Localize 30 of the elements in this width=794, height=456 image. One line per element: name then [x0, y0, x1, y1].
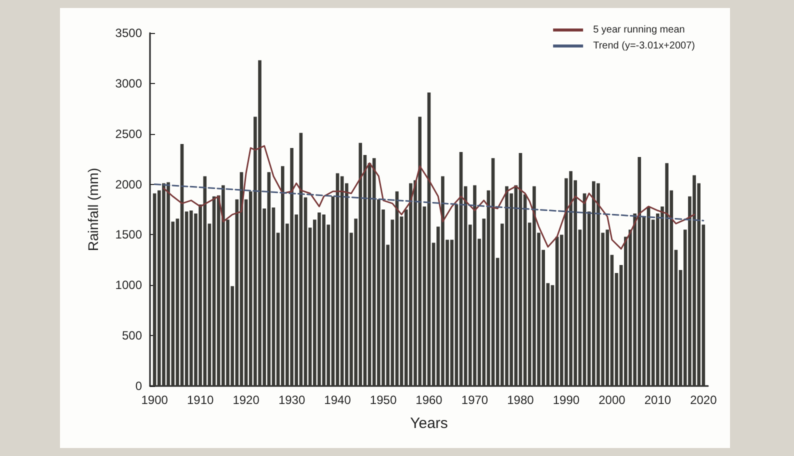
bar	[180, 144, 184, 386]
x-tick-label: 1930	[278, 393, 306, 407]
y-tick-label: 3000	[115, 76, 142, 90]
x-tick-label: 2010	[644, 393, 672, 407]
x-tick-label: 1960	[416, 393, 443, 407]
y-tick-label: 1500	[115, 228, 142, 242]
y-tick-label: 3500	[115, 26, 142, 40]
x-tick-label: 1970	[461, 393, 488, 407]
x-tick-label: 1900	[141, 393, 168, 407]
line-series	[162, 145, 696, 250]
x-tick-label: 1910	[186, 393, 214, 407]
x-tick-label: 2020	[690, 393, 718, 407]
x-tick-label: 1950	[370, 393, 397, 407]
bar	[427, 92, 431, 386]
x-tick-label: 1940	[324, 393, 352, 407]
y-tick-label: 500	[122, 328, 142, 343]
bar	[518, 153, 522, 386]
y-axis-title: Rainfall (mm)	[85, 168, 101, 252]
x-axis-title: Years	[410, 415, 448, 432]
legend-label: Trend (y=-3.01x+2007)	[593, 40, 696, 52]
x-tick-label: 1990	[552, 393, 580, 407]
bar	[336, 173, 340, 386]
x-tick-label: 1920	[232, 393, 260, 407]
y-tick-label: 2000	[115, 177, 142, 192]
y-tick-label: 2500	[115, 126, 142, 141]
y-tick-label: 0	[135, 379, 142, 393]
x-tick-label: 2000	[598, 393, 626, 407]
legend-label: 5 year running mean	[593, 24, 685, 36]
x-tick-label: 1980	[507, 393, 534, 407]
y-tick-label: 1000	[115, 278, 142, 292]
